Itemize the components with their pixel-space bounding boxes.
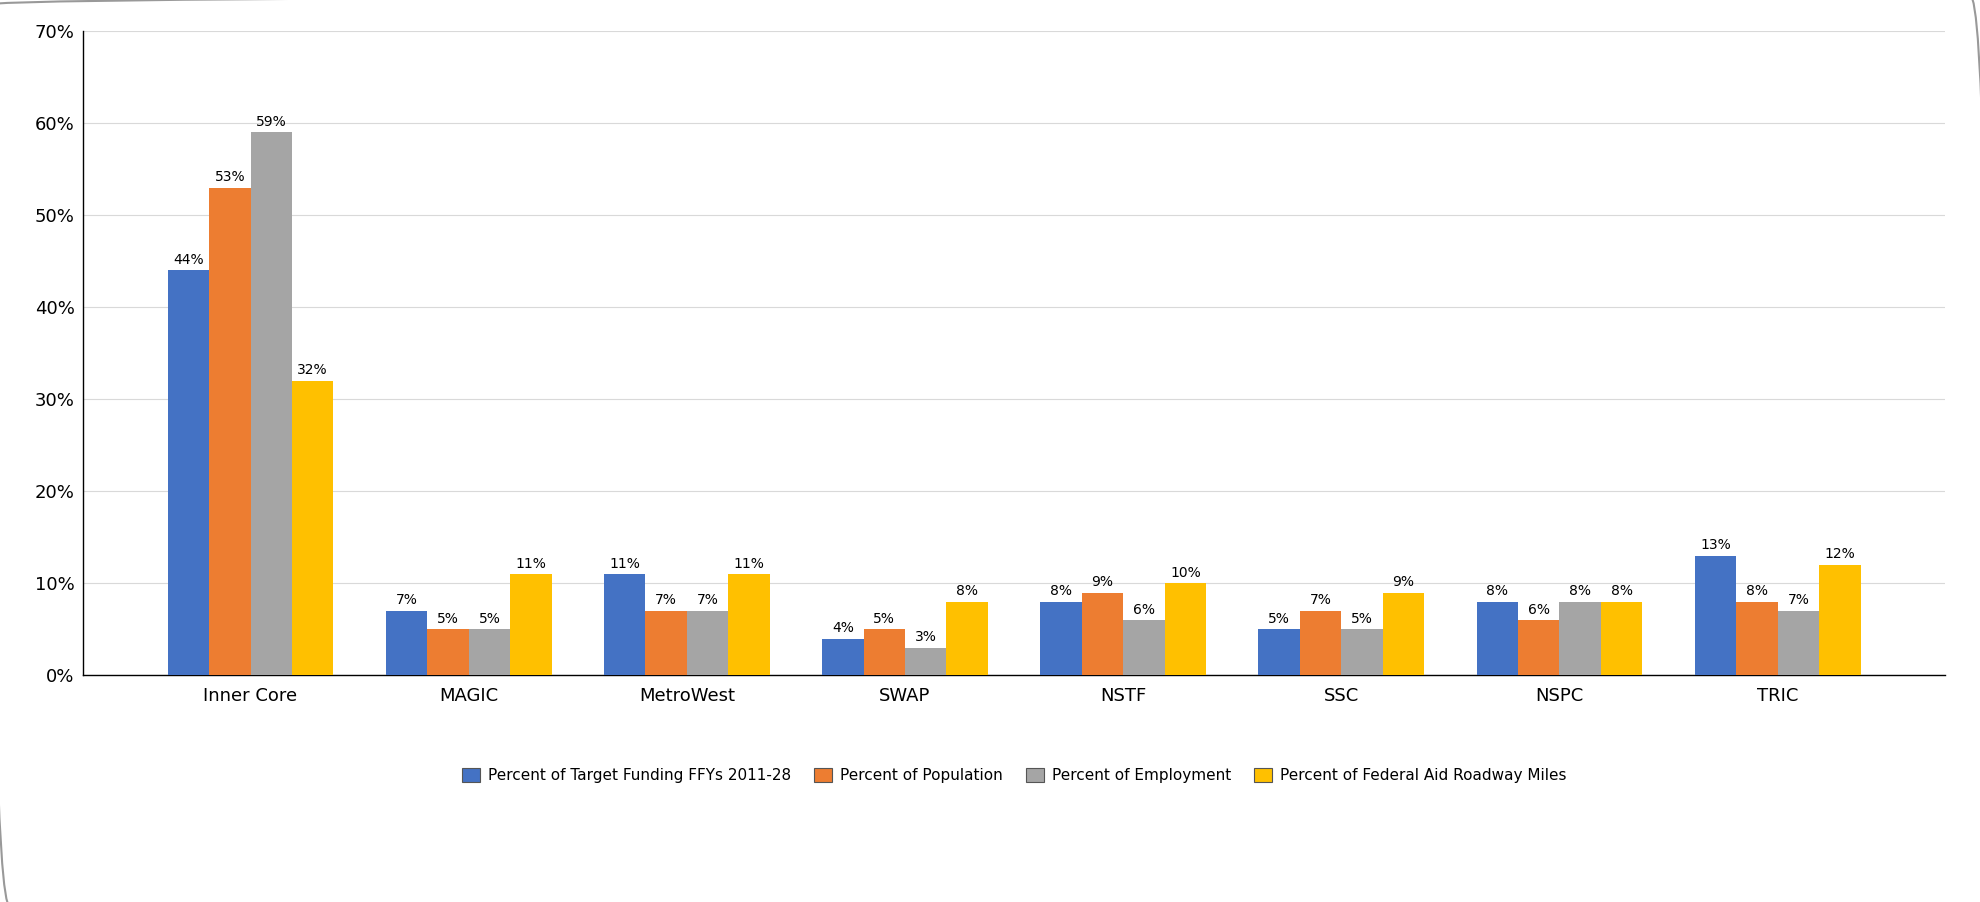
Text: 53%: 53%: [214, 170, 246, 184]
Bar: [1695, 556, 1736, 676]
Bar: [946, 602, 988, 676]
Text: 8%: 8%: [1049, 584, 1071, 598]
Bar: [1081, 593, 1123, 676]
Text: 11%: 11%: [735, 557, 764, 571]
Text: 6%: 6%: [1529, 603, 1550, 617]
Text: 10%: 10%: [1170, 566, 1200, 580]
Text: 11%: 11%: [515, 557, 546, 571]
Text: 7%: 7%: [655, 594, 677, 607]
Bar: [1340, 630, 1382, 676]
Bar: [822, 639, 863, 676]
Text: 5%: 5%: [1350, 612, 1372, 626]
Text: 5%: 5%: [479, 612, 501, 626]
Bar: [1736, 602, 1778, 676]
Text: 5%: 5%: [873, 612, 895, 626]
Bar: [1382, 593, 1424, 676]
Bar: [645, 611, 687, 676]
Bar: [210, 188, 251, 676]
Bar: [386, 611, 428, 676]
Text: 32%: 32%: [297, 364, 329, 377]
Bar: [428, 630, 469, 676]
Text: 5%: 5%: [1269, 612, 1291, 626]
Bar: [168, 271, 210, 676]
Bar: [1778, 611, 1820, 676]
Bar: [729, 575, 770, 676]
Text: 59%: 59%: [255, 115, 287, 129]
Text: 44%: 44%: [172, 253, 204, 267]
Bar: [469, 630, 511, 676]
Bar: [1259, 630, 1301, 676]
Bar: [1164, 584, 1206, 676]
Bar: [251, 133, 291, 676]
Text: 4%: 4%: [832, 621, 853, 635]
Bar: [604, 575, 645, 676]
Text: 7%: 7%: [1788, 594, 1810, 607]
Text: 8%: 8%: [956, 584, 978, 598]
Text: 6%: 6%: [1133, 603, 1154, 617]
Bar: [1560, 602, 1602, 676]
Text: 8%: 8%: [1487, 584, 1509, 598]
Text: 7%: 7%: [396, 594, 418, 607]
Bar: [1301, 611, 1340, 676]
Text: 11%: 11%: [610, 557, 640, 571]
Bar: [291, 381, 333, 676]
Text: 5%: 5%: [438, 612, 459, 626]
Bar: [1477, 602, 1519, 676]
Bar: [511, 575, 552, 676]
Text: 13%: 13%: [1701, 538, 1731, 552]
Bar: [863, 630, 905, 676]
Bar: [687, 611, 729, 676]
Bar: [1123, 621, 1164, 676]
Text: 8%: 8%: [1610, 584, 1633, 598]
Text: 7%: 7%: [1309, 594, 1333, 607]
Bar: [1602, 602, 1641, 676]
Bar: [1820, 565, 1861, 676]
Text: 7%: 7%: [697, 594, 719, 607]
Text: 8%: 8%: [1746, 584, 1768, 598]
Text: 12%: 12%: [1824, 548, 1855, 561]
Text: 9%: 9%: [1392, 575, 1414, 589]
Text: 9%: 9%: [1091, 575, 1113, 589]
Legend: Percent of Target Funding FFYs 2011-28, Percent of Population, Percent of Employ: Percent of Target Funding FFYs 2011-28, …: [453, 760, 1574, 791]
Text: 8%: 8%: [1570, 584, 1592, 598]
Bar: [1040, 602, 1081, 676]
Text: 3%: 3%: [915, 630, 937, 644]
Bar: [905, 648, 946, 676]
Bar: [1519, 621, 1560, 676]
